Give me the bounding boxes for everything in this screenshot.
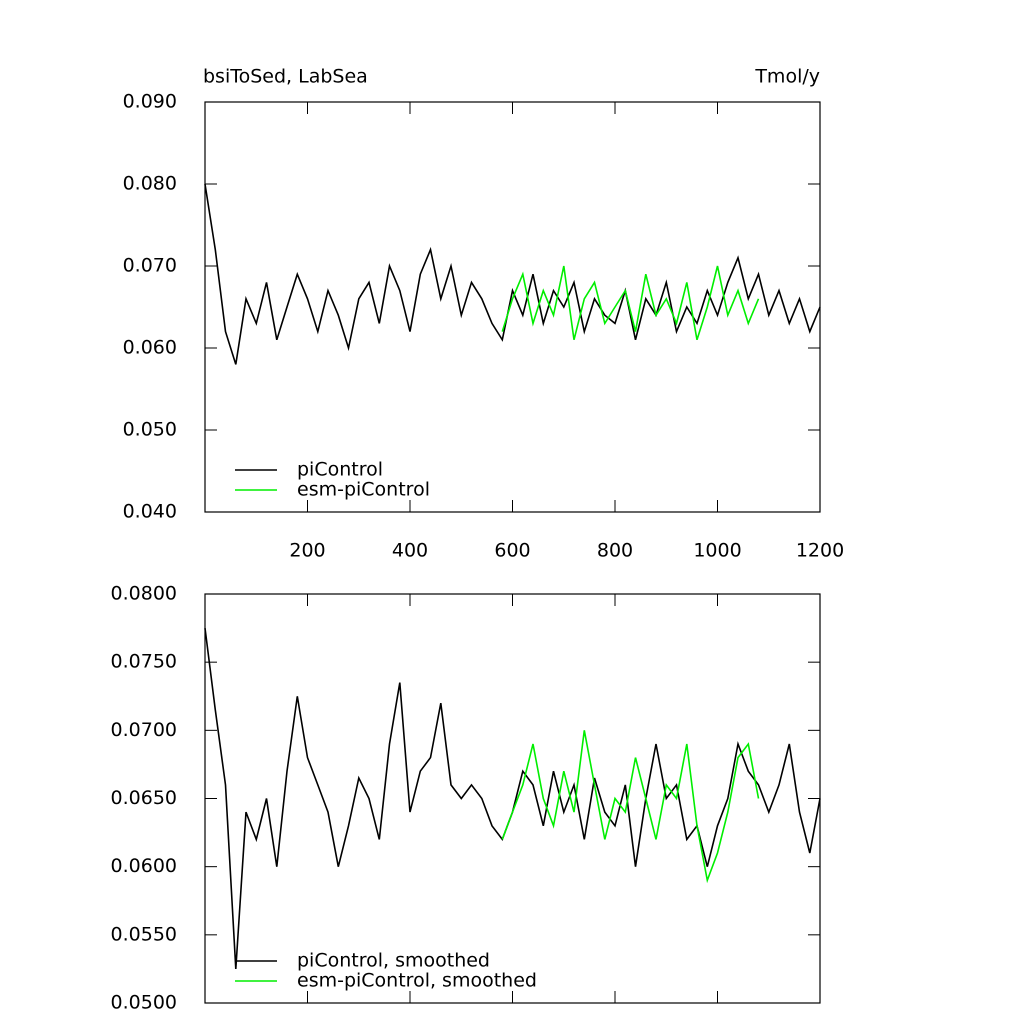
y-tick-label: 0.0800 bbox=[111, 583, 177, 605]
legend-label: piControl bbox=[297, 459, 383, 481]
x-tick-label: 400 bbox=[392, 540, 428, 562]
y-tick-label: 0.070 bbox=[123, 255, 177, 277]
legend-label: esm-piControl bbox=[297, 479, 430, 501]
y-tick-label: 0.0550 bbox=[111, 923, 177, 945]
y-tick-label: 0.040 bbox=[123, 501, 177, 523]
x-tick-label: 1200 bbox=[796, 540, 844, 562]
legend-label: piControl, smoothed bbox=[297, 950, 490, 972]
series-line bbox=[204, 183, 821, 365]
y-tick-label: 0.060 bbox=[123, 337, 177, 359]
y-tick-label: 0.0700 bbox=[111, 719, 177, 741]
y-tick-label: 0.0600 bbox=[111, 855, 177, 877]
x-tick-label: 800 bbox=[597, 540, 633, 562]
series-line bbox=[501, 265, 760, 341]
chart-title: bsiToSed, LabSea bbox=[203, 66, 368, 88]
units-label: Tmol/y bbox=[754, 66, 820, 88]
y-tick-label: 0.0650 bbox=[111, 787, 177, 809]
y-tick-label: 0.050 bbox=[123, 419, 177, 441]
x-tick-label: 200 bbox=[289, 540, 325, 562]
legend-label: esm-piControl, smoothed bbox=[297, 970, 537, 992]
series-line bbox=[501, 730, 760, 884]
plot-frame bbox=[204, 101, 821, 513]
x-tick-label: 1000 bbox=[693, 540, 741, 562]
y-tick-label: 0.080 bbox=[123, 173, 177, 195]
x-tick-label: 600 bbox=[494, 540, 530, 562]
y-tick-label: 0.0500 bbox=[111, 992, 177, 1014]
series-line bbox=[204, 628, 821, 969]
y-tick-label: 0.0750 bbox=[111, 651, 177, 673]
y-tick-label: 0.090 bbox=[123, 91, 177, 113]
